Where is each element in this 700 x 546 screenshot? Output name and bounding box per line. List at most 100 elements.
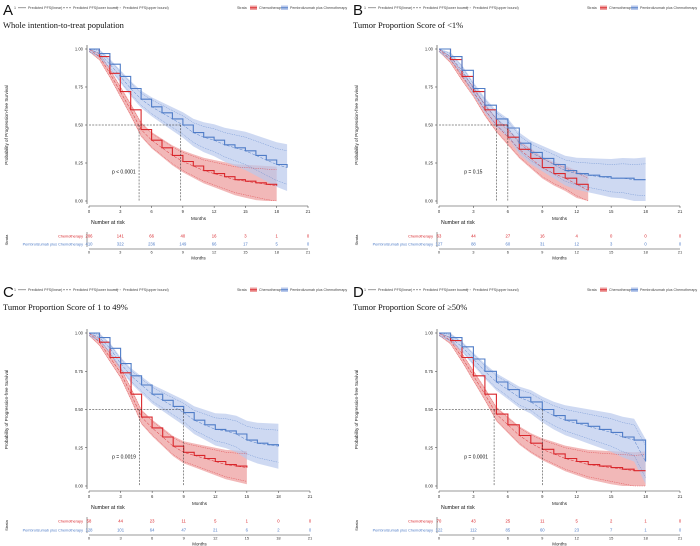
risk-count-chemo: 43 [471,519,476,524]
predicted-upper-pembro [88,332,279,431]
risk-x-tick-label: 3 [472,536,475,541]
risk-count-chemo: 3 [244,234,247,239]
risk-x-tick-label: 0 [438,536,441,541]
predicted-upper-chemo [438,332,646,456]
x-tick-label: 9 [541,494,544,499]
panel-title: Tumor Proportion Score of <1% [353,20,463,30]
km-curve-pembro [89,332,279,447]
risk-x-tick-label: 6 [507,250,510,255]
risk-count-pembro: 0 [679,242,682,247]
risk-x-tick-label: 0 [88,536,91,541]
risk-x-tick-label: 3 [119,250,122,255]
x-tick-label: 21 [306,209,311,214]
x-tick-label: 9 [541,209,544,214]
risk-count-pembro: 0 [644,242,647,247]
risk-title: Number at risk [441,505,475,511]
p-value: p = 0.15 [464,170,482,176]
y-tick-label: 0.25 [75,161,84,166]
risk-x-tick-label: 9 [183,536,186,541]
risk-count-chemo: 23 [150,519,155,524]
risk-row-label-chemo: Chemotherapy [58,235,83,239]
risk-count-pembro: 0 [679,528,682,533]
risk-count-chemo: 11 [182,519,187,524]
risk-count-pembro: 122 [436,528,444,533]
risk-count-chemo: 5 [576,519,579,524]
panel-letter: D [353,284,364,301]
legend-chemo: Chemotherapy [609,288,633,292]
risk-count-pembro: 12 [574,242,579,247]
x-tick-label: 21 [678,494,683,499]
y-axis-label: Probability of Progression-free Survival [4,85,9,164]
risk-count-chemo: 0 [644,234,647,239]
x-axis-label: Months [552,216,568,221]
risk-x-tick-label: 12 [574,536,579,541]
predicted-lower-chemo [438,335,646,487]
risk-count-chemo: 58 [87,519,92,524]
x-tick-label: 12 [213,494,218,499]
risk-count-pembro: 21 [213,528,218,533]
risk-x-tick-label: 21 [306,250,311,255]
p-value: p < 0.0001 [112,170,136,176]
legend: 1 Predicted PFS(linear) Predicted PFS(lowe… [14,287,347,292]
y-tick-label: 0.75 [425,85,434,90]
risk-count-chemo: 11 [540,519,545,524]
risk-count-pembro: 101 [117,528,125,533]
risk-x-axis-label: Months [552,542,567,546]
y-tick-label: 0.25 [425,161,434,166]
y-tick-label: 0.50 [425,123,434,128]
panel-letter: B [353,2,363,19]
x-tick-label: 12 [212,209,217,214]
risk-count-chemo: 4 [576,234,579,239]
x-tick-label: 15 [243,209,248,214]
legend-linear: Predicted PFS(linear) [378,288,412,292]
risk-strata-label: Strata [4,234,9,245]
risk-row-label-chemo: Chemotherapy [408,235,433,239]
predicted-linear-chemo [438,48,589,191]
risk-title: Number at risk [91,505,125,511]
ci-band-pembro [89,333,279,469]
y-tick-label: 0.00 [425,484,434,489]
risk-x-tick-label: 21 [308,536,313,541]
risk-x-tick-label: 12 [213,536,218,541]
legend-linear: Predicted PFS(linear) [28,6,62,10]
risk-count-pembro: 0 [309,528,312,533]
risk-x-tick-label: 15 [609,250,614,255]
y-tick-label: 0.00 [75,484,84,489]
ci-band-pembro [89,49,288,191]
y-tick-label: 0.50 [425,407,434,412]
legend-strata-label: Strata [237,288,247,292]
predicted-lower-pembro [88,335,279,463]
risk-x-tick-label: 0 [438,250,441,255]
risk-count-pembro: 6 [246,528,249,533]
x-axis-label: Months [191,216,207,221]
risk-x-tick-label: 18 [643,536,648,541]
risk-count-pembro: 128 [86,528,94,533]
risk-x-tick-label: 9 [182,250,185,255]
ci-band-chemo [89,333,247,485]
risk-x-tick-label: 15 [609,536,614,541]
legend-strata-label: Strata [587,6,597,10]
predicted-linear-pembro [88,48,288,168]
risk-strata-label: Strata [4,519,9,530]
x-tick-label: 21 [308,494,313,499]
risk-count-chemo: 141 [117,234,125,239]
risk-count-chemo: 27 [506,234,511,239]
risk-row-label-pembro: Pembrolizumab plus Chemotherapy [373,243,433,247]
x-tick-label: 0 [438,494,441,499]
risk-count-chemo: 16 [212,234,217,239]
risk-x-tick-label: 21 [678,250,683,255]
legend-pembro: Pembrolizumab plus Chemotherapy [290,6,347,10]
x-tick-label: 6 [151,494,154,499]
km-curve-pembro [439,48,646,181]
risk-x-tick-label: 18 [274,250,279,255]
legend-marker: 1 [364,6,366,10]
legend-chemo: Chemotherapy [259,6,283,10]
risk-count-chemo: 0 [277,519,280,524]
risk-x-tick-label: 9 [541,250,544,255]
risk-x-tick-label: 18 [276,536,281,541]
y-tick-label: 0.50 [75,407,84,412]
predicted-linear-chemo [88,332,247,468]
risk-x-tick-label: 6 [507,536,510,541]
